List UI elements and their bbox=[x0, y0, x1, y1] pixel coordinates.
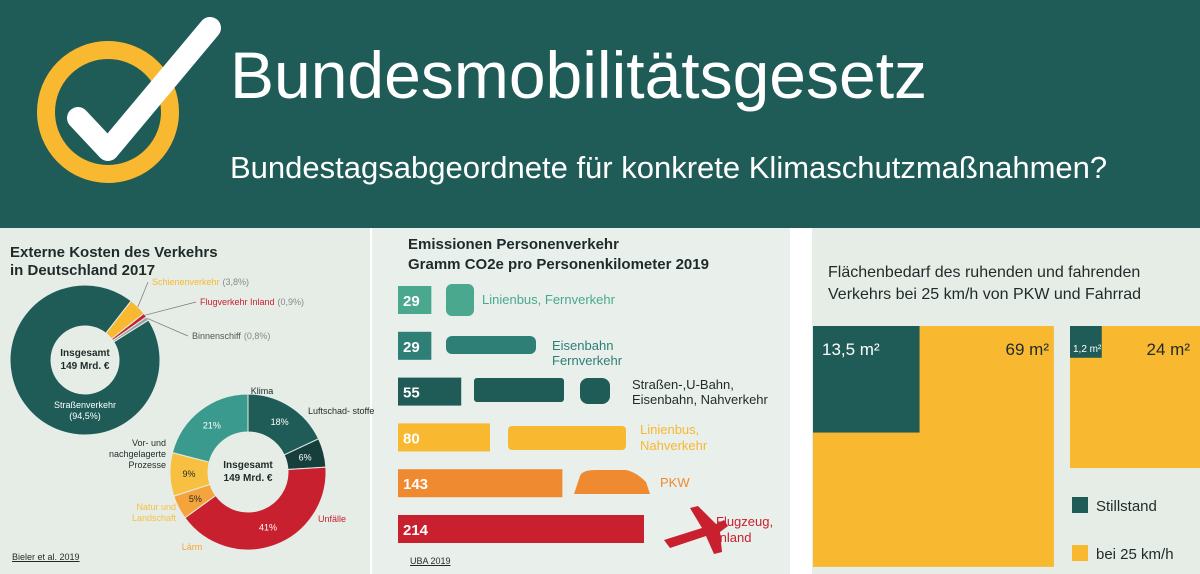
title: Bundesmobilitätsgesetz bbox=[230, 38, 927, 112]
value-label: (3,8%) bbox=[223, 277, 250, 287]
value-label: 143 bbox=[403, 476, 428, 493]
value-label: 21% bbox=[203, 420, 221, 430]
category-label: Flugzeug, Inland bbox=[716, 514, 774, 545]
value-label: (0,8%) bbox=[244, 331, 271, 341]
slice bbox=[184, 466, 327, 551]
subtitle: Bundestagsabgeordnete für konkrete Klima… bbox=[230, 150, 1107, 185]
train-icon bbox=[580, 378, 610, 404]
bar bbox=[398, 286, 432, 314]
train-icon bbox=[446, 336, 536, 354]
bus-icon bbox=[446, 284, 474, 316]
slice-label: Lärm bbox=[181, 542, 203, 552]
legend-label: Stillstand bbox=[1096, 498, 1157, 515]
value-label: 69 m² bbox=[1006, 340, 1050, 359]
bar bbox=[398, 515, 644, 543]
slice-label: Straßenverkehr bbox=[54, 400, 116, 410]
value-label: 55 bbox=[403, 385, 420, 402]
chart-title: Emissionen Personenverkehr bbox=[408, 236, 619, 253]
area-square bbox=[813, 326, 920, 433]
value-label: 13,5 m² bbox=[822, 340, 880, 359]
center-label: Insgesamt bbox=[60, 348, 110, 359]
category-label: PKW bbox=[660, 475, 690, 491]
source: UBA 2019 bbox=[410, 556, 451, 566]
value-label: 9% bbox=[183, 469, 196, 479]
slice-label: Natur und Landschaft bbox=[131, 502, 176, 523]
value-label: 6% bbox=[299, 452, 312, 462]
slice-label: Binnenschiff bbox=[192, 331, 241, 341]
legend-label: bei 25 km/h bbox=[1096, 546, 1174, 563]
chart-subtitle: Gramm CO2e pro Personenkilometer 2019 bbox=[408, 256, 709, 273]
header-bg bbox=[0, 0, 1200, 228]
category-label: Linienbus, Fernverkehr bbox=[482, 292, 615, 307]
value-label: 1,2 m² bbox=[1073, 344, 1102, 355]
value-label: 18% bbox=[271, 417, 289, 427]
value-label: (94,5%) bbox=[69, 411, 101, 421]
category-label: Straßen-,U-Bahn, Eisenbahn, Nahverkehr bbox=[632, 376, 768, 408]
value-label: 5% bbox=[189, 494, 202, 504]
center-label: 149 Mrd. € bbox=[61, 361, 110, 372]
slice-label: Klima bbox=[250, 386, 274, 396]
slice-label: Unfälle bbox=[318, 514, 347, 524]
legend-swatch bbox=[1072, 497, 1088, 513]
bar bbox=[398, 469, 563, 498]
logo-check bbox=[67, 17, 221, 161]
slice-label: Flugverkehr Inland bbox=[200, 297, 275, 307]
value-label: 29 bbox=[403, 293, 420, 310]
car-icon bbox=[574, 470, 650, 494]
slice bbox=[112, 316, 150, 343]
category-label: Eisenbahn Fernverkehr bbox=[552, 337, 623, 369]
slice-label: Luftschad- stoffe bbox=[308, 406, 375, 416]
center-label: 149 Mrd. € bbox=[224, 473, 273, 484]
chart-title: Flächenbedarf des ruhenden und fahrenden… bbox=[828, 264, 1142, 303]
category-label: Linienbus, Nahverkehr bbox=[640, 422, 708, 453]
value-label: 41% bbox=[259, 523, 277, 533]
slice bbox=[171, 393, 249, 463]
tram-icon bbox=[474, 378, 564, 402]
value-label: (0,9%) bbox=[278, 297, 305, 307]
value-label: 214 bbox=[403, 522, 429, 539]
leader bbox=[145, 301, 197, 316]
leader bbox=[137, 281, 149, 307]
bar bbox=[398, 331, 432, 360]
plane-icon bbox=[664, 506, 728, 554]
bus-icon bbox=[508, 426, 626, 450]
source: Bieler et al. 2019 bbox=[12, 552, 80, 562]
value-label: 80 bbox=[403, 430, 420, 447]
logo-ring bbox=[37, 41, 179, 183]
value-label: 29 bbox=[403, 339, 420, 356]
slice bbox=[9, 284, 161, 436]
area-square bbox=[1070, 326, 1102, 358]
bar bbox=[398, 377, 462, 406]
chart-title: Externe Kosten des Verkehrs in Deutschla… bbox=[10, 244, 218, 279]
center-label: Insgesamt bbox=[223, 460, 273, 471]
slice-label: Vor- und nachgelagerte Prozesse bbox=[108, 438, 166, 470]
bar bbox=[398, 423, 490, 452]
legend-swatch bbox=[1072, 545, 1088, 561]
slice-label: Schienenverkehr bbox=[152, 277, 220, 287]
value-label: 24 m² bbox=[1147, 340, 1191, 359]
leader bbox=[147, 318, 189, 337]
